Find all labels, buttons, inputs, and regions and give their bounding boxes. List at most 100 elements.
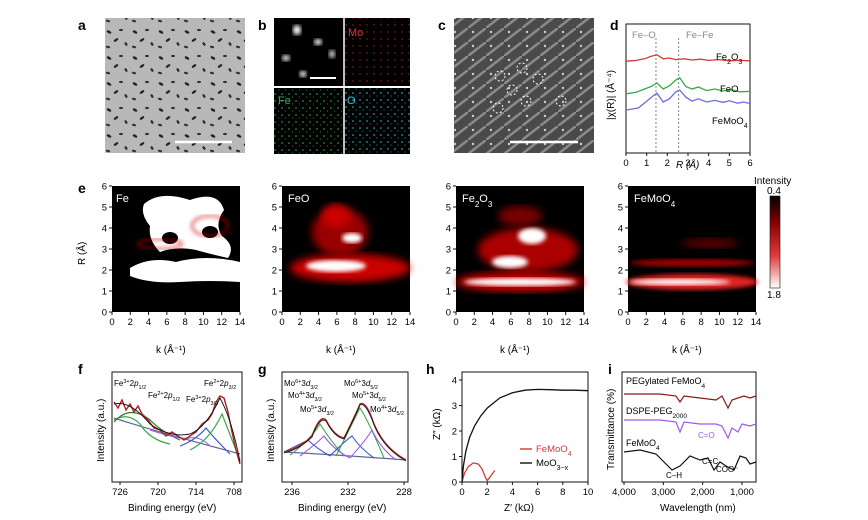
panel-f-peak-label: Fe3+2p3/2 [186,395,218,407]
panel-f-peak-label: Fe2+2p1/2 [148,391,180,403]
heatmap-2-ytick-label: 5 [446,203,451,214]
panel-d-label-feo: FeO [720,84,738,95]
panel-h-ytick-label: 1 [452,452,457,463]
heatmap-fe-xlabel: k (Å⁻¹) [156,343,186,356]
heatmap-2-ytick-label: 2 [446,266,451,277]
panel-g-peak-label: Mo5+3d5/2 [352,391,386,403]
heatmap-1-ytick-label: 4 [272,224,277,235]
panel-g-ylabel: Intensity (a.u.) [266,399,277,462]
panel-letter-h: h [426,361,435,377]
heatmap-2-ytick-label: 6 [446,182,451,193]
panel-d-chart: 0 1 2 3 4 5 6 [623,23,753,169]
panel-i-chart: 4,000 3,000 2,000 1,000 [612,371,757,498]
heatmap-2-xtick-label: 8 [526,317,531,328]
heatmap-0-xtick-label: 8 [182,317,187,328]
heatmap-feo-label: FeO [288,193,310,205]
panel-c-stem-image [454,18,594,153]
panel-h-legend-moo3x: MoO3−x [536,458,569,472]
heatmap-3-xtick-label: 0 [625,317,630,328]
panel-i-ylabel: Transmittance (%) [606,389,617,470]
panel-e-ylabel: R (Å) [75,242,88,265]
panel-g-xtick-label: 232 [340,487,356,498]
heatmap-3-ytick-label: 1 [618,287,623,298]
heatmap-3-ytick-label: 3 [618,245,623,256]
panel-f-peak-label: Fe3+2p1/2 [114,379,146,391]
heatmap-0-xtick-label: 4 [146,317,151,328]
heatmap-2-xtick-label: 0 [453,317,458,328]
heatmap-2-ytick-label: 3 [446,245,451,256]
heatmap-1-ytick-label: 1 [272,287,277,298]
panel-b-fe-label: Fe [278,95,291,107]
panel-d-series-fe2o3 [625,89,751,111]
panel-h-ytick-label: 3 [452,401,457,412]
heatmap-3-ytick-label: 4 [618,224,623,235]
panel-f-xtick-label: 708 [226,487,242,498]
heatmap-3-xtick-label: 4 [662,317,667,328]
heatmap-3-ytick-label: 0 [618,308,623,319]
heatmap-2-xtick-label: 2 [472,317,477,328]
ftir-label-cc: C=C [702,457,718,466]
panel-g-peak-label: Mo6+3d5/2 [344,379,378,391]
heatmap-1-xtick-label: 2 [298,317,303,328]
panel-e-xlabels: k (Å⁻¹) k (Å⁻¹) k (Å⁻¹) k (Å⁻¹) [156,343,702,356]
panel-g-peak-label: Mo5+3d3/2 [300,405,334,417]
panel-d-xtick-label: 5 [727,158,732,169]
heatmap-1-xtick-label: 14 [405,317,416,328]
panel-f-peak-label: Fe2+2p3/2 [204,379,236,391]
colorbar-max: 0.4 [767,186,781,197]
panel-h-xtick-label: 6 [535,487,540,498]
heatmap-0-ytick-label: 1 [102,287,107,298]
panel-d-series-femoo4 [625,54,751,62]
heatmap-1-xtick-label: 6 [334,317,339,328]
panel-letter-f: f [78,361,83,377]
heatmap-1-xtick-label: 10 [368,317,379,328]
panel-g-chart: 236 232 228 [281,371,412,498]
heatmap-1-ytick-label: 0 [272,308,277,319]
panel-h-series-moo3−x [461,388,589,483]
heatmap-3-xtick-label: 2 [644,317,649,328]
ftir-label-dspe: DSPE-PEG2000 [626,406,687,420]
panel-d-xtick-label: 0 [623,158,628,169]
heatmap-3-ytick-label: 5 [618,203,623,214]
panel-g-xlabel: Binding energy (eV) [298,503,386,514]
panel-i-xtick-label: 3,000 [651,487,675,498]
heatmap-2-xtick-label: 14 [579,317,590,328]
heatmap-0-xtick-label: 2 [128,317,133,328]
panel-letter-e: e [78,180,86,196]
heatmap-0-ytick-label: 3 [102,245,107,256]
panel-f-xlabel: Binding energy (eV) [128,503,216,514]
heatmap-1-xtick-label: 12 [386,317,397,328]
heatmap-femoo4-label: FeMoO4 [634,193,676,209]
panel-h-series-femoo4 [461,462,496,483]
heatmap-femoo4-xlabel: k (Å⁻¹) [672,343,702,356]
heatmap-1-xtick-label: 0 [279,317,284,328]
heatmap-0-xtick-label: 14 [235,317,246,328]
heatmap-1-ytick-label: 5 [272,203,277,214]
heatmap-3-ytick-label: 2 [618,266,623,277]
panel-g-peak-label: Mo4+3d5/2 [370,405,404,417]
colorbar [769,195,781,289]
panel-h-legend-femoo4: FeMoO4 [536,444,572,458]
panel-d-fefe-annotation: Fe–Fe [686,30,713,41]
panel-i-xlabel: Wavelength (nm) [660,503,736,514]
heatmap-0-xtick-label: 6 [164,317,169,328]
panel-d-xtick-label: 4 [706,158,711,169]
heatmap-0-xtick-label: 0 [109,317,114,328]
heatmap-fe2o3-label: Fe2O3 [462,193,493,209]
colorbar-title: Intensity [754,176,791,187]
ftir-label-ch: C–H [666,471,682,480]
heatmap-3-xtick-label: 14 [751,317,762,328]
panel-i-xtick-label: 1,000 [730,487,754,498]
panel-h-ytick-label: 2 [452,427,457,438]
panel-g-peak-label: Mo6+3d3/2 [284,379,318,391]
ftir-label-co: C=O [698,431,715,440]
heatmap-2-xtick-label: 12 [560,317,571,328]
heatmap-2-xtick-label: 10 [542,317,553,328]
panel-h-ytick-label: 4 [452,376,457,387]
heatmap-0-xtick-label: 10 [198,317,209,328]
panel-d-label-fe2o3: Fe2O3 [716,52,742,66]
panel-b-o-label: O [347,95,356,107]
panel-f-xtick-label: 726 [112,487,128,498]
heatmap-fe-label: Fe [116,193,129,205]
